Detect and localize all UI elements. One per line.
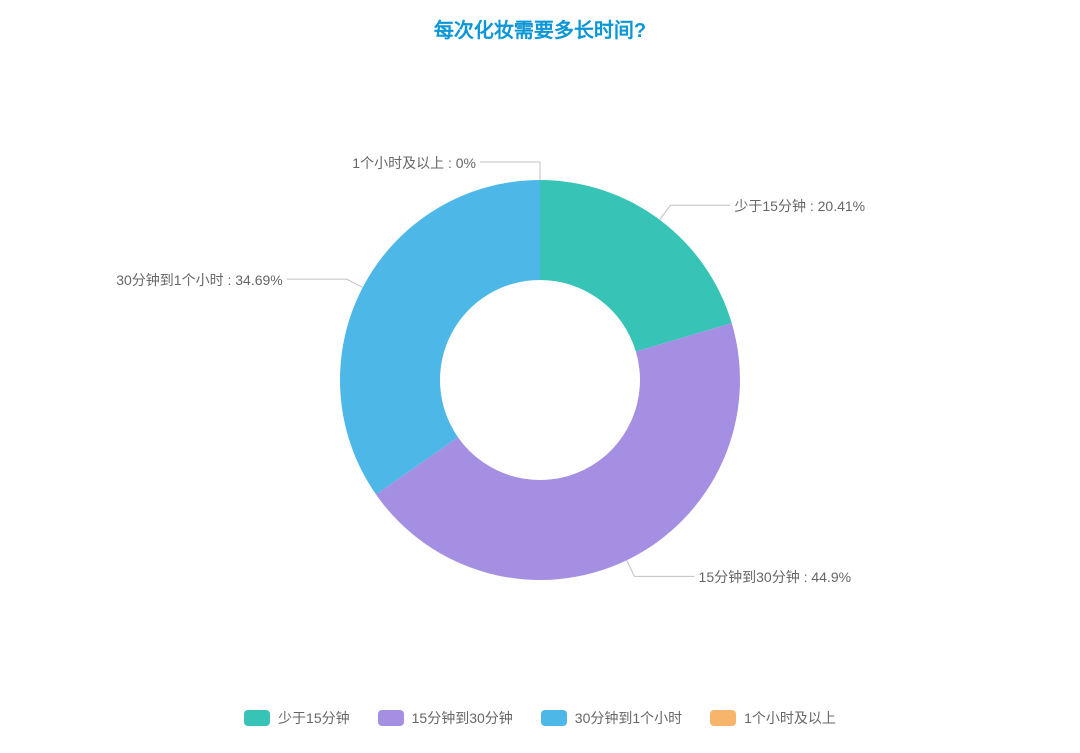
slice-2[interactable] <box>340 180 540 494</box>
legend-swatch-0 <box>244 710 270 726</box>
legend-label-0: 少于15分钟 <box>278 708 350 728</box>
leader-0 <box>660 205 731 219</box>
slice-label-1: 15分钟到30分钟 : 44.9% <box>699 567 852 587</box>
legend-swatch-3 <box>710 710 736 726</box>
legend-swatch-1 <box>378 710 404 726</box>
slice-label-3: 1个小时及以上 : 0% <box>352 153 476 173</box>
legend-label-2: 30分钟到1个小时 <box>575 708 682 728</box>
leader-2 <box>287 279 363 287</box>
legend: 少于15分钟 15分钟到30分钟 30分钟到1个小时 1个小时及以上 <box>244 708 836 728</box>
legend-label-3: 1个小时及以上 <box>744 708 836 728</box>
legend-label-1: 15分钟到30分钟 <box>412 708 513 728</box>
legend-item-0[interactable]: 少于15分钟 <box>244 708 350 728</box>
legend-item-2[interactable]: 30分钟到1个小时 <box>541 708 682 728</box>
legend-item-1[interactable]: 15分钟到30分钟 <box>378 708 513 728</box>
slice-label-2: 30分钟到1个小时 : 34.69% <box>116 270 283 290</box>
legend-swatch-2 <box>541 710 567 726</box>
slice-label-0: 少于15分钟 : 20.41% <box>734 196 865 216</box>
leader-1 <box>627 560 695 576</box>
leader-3 <box>480 162 540 180</box>
donut-chart <box>0 0 1080 753</box>
legend-item-3[interactable]: 1个小时及以上 <box>710 708 836 728</box>
